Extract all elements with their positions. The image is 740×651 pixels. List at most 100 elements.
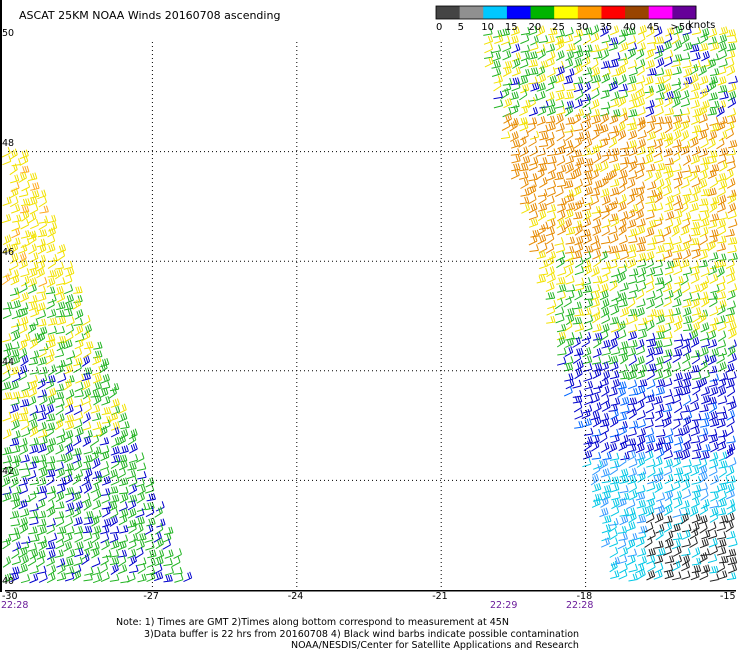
wind-barb — [135, 452, 145, 463]
wind-barb — [599, 377, 609, 388]
wind-barb — [29, 318, 39, 327]
wind-barb — [593, 459, 603, 470]
wind-barb — [645, 210, 655, 220]
wind-barb — [46, 469, 56, 478]
wind-barb — [680, 120, 690, 132]
wind-barb — [680, 90, 690, 101]
wind-barb — [109, 494, 120, 503]
wind-barb — [654, 67, 665, 77]
wind-barb — [63, 378, 72, 391]
wind-barb — [628, 573, 638, 582]
wind-barb — [45, 456, 56, 464]
wind-barb — [620, 396, 630, 406]
wind-barb — [547, 155, 557, 165]
wind-barb — [692, 383, 701, 396]
wind-barb — [556, 323, 567, 333]
wind-barb — [538, 193, 547, 205]
wind-barb — [162, 532, 172, 543]
wind-barb — [708, 529, 718, 540]
wind-barb — [708, 92, 718, 101]
wind-barb — [655, 76, 665, 85]
wind-barb — [64, 284, 74, 295]
wind-barb — [109, 557, 120, 566]
wind-barb — [717, 194, 727, 206]
wind-barb — [503, 112, 512, 124]
wind-barb — [637, 568, 646, 580]
wind-barb — [2, 234, 12, 246]
wind-barb — [9, 148, 18, 160]
wind-barb — [37, 485, 48, 494]
wind-barb — [55, 532, 65, 544]
wind-barb — [2, 446, 12, 456]
wind-barb — [137, 532, 147, 542]
wind-barb — [528, 67, 539, 76]
wind-barb — [572, 220, 583, 229]
wind-barb — [29, 444, 39, 454]
wind-barb — [717, 304, 726, 316]
wind-barb — [2, 308, 12, 319]
wind-barb — [716, 418, 726, 429]
wind-barb — [617, 201, 627, 212]
wind-barb — [117, 549, 128, 558]
wind-barb — [609, 452, 620, 461]
wind-barb — [56, 483, 66, 494]
wind-barb — [636, 218, 646, 228]
wind-barb — [92, 355, 102, 366]
wind-barb — [654, 191, 663, 204]
wind-barb — [673, 387, 683, 397]
wind-barb — [726, 530, 736, 540]
wind-barb — [609, 114, 619, 125]
wind-barb — [118, 534, 129, 544]
wind-barb — [608, 259, 618, 270]
wind-barb — [135, 516, 145, 525]
wind-barb — [546, 122, 556, 132]
wind-barb — [119, 525, 129, 534]
wind-barb — [501, 120, 511, 131]
wind-barb — [574, 131, 585, 140]
wind-barb — [610, 91, 620, 102]
wind-barb — [520, 68, 531, 78]
wind-barb — [81, 395, 91, 406]
wind-barb — [680, 500, 690, 510]
wind-barb — [682, 59, 692, 69]
wind-barb — [573, 137, 582, 149]
wind-barb — [637, 266, 647, 278]
wind-barb — [636, 58, 646, 70]
wind-barb — [45, 353, 54, 365]
wind-barb — [663, 465, 673, 476]
wind-barb — [164, 566, 174, 576]
wind-barb — [1, 213, 12, 224]
wind-barb — [19, 398, 30, 408]
wind-barb — [63, 309, 73, 318]
wind-barb — [663, 249, 673, 260]
wind-barb — [572, 301, 582, 310]
wind-barb — [117, 434, 126, 446]
wind-barb — [537, 105, 547, 116]
wind-barb — [565, 337, 574, 348]
legend-swatch — [625, 6, 650, 19]
wind-barb — [690, 221, 701, 230]
wind-barb — [573, 28, 584, 38]
wind-barb — [719, 91, 729, 100]
wind-barb — [9, 259, 19, 271]
wind-barb — [20, 508, 30, 518]
wind-barb — [37, 525, 47, 536]
wind-barb — [93, 489, 102, 502]
wind-barb — [701, 50, 710, 62]
wind-barb — [494, 34, 504, 44]
wind-barb — [554, 60, 565, 70]
wind-barb — [503, 97, 513, 109]
wind-barb — [700, 489, 709, 501]
wind-barb — [690, 435, 701, 444]
wind-barb — [38, 366, 48, 375]
wind-barb — [691, 547, 701, 558]
wind-barb — [557, 284, 567, 293]
legend-label: 25 — [552, 22, 565, 33]
wind-barb — [592, 368, 602, 379]
wind-barb — [64, 565, 75, 575]
wind-barb — [608, 404, 618, 412]
wind-barb — [509, 120, 518, 132]
wind-barb — [545, 291, 556, 300]
wind-barb — [725, 363, 735, 373]
wind-barb — [19, 444, 29, 456]
